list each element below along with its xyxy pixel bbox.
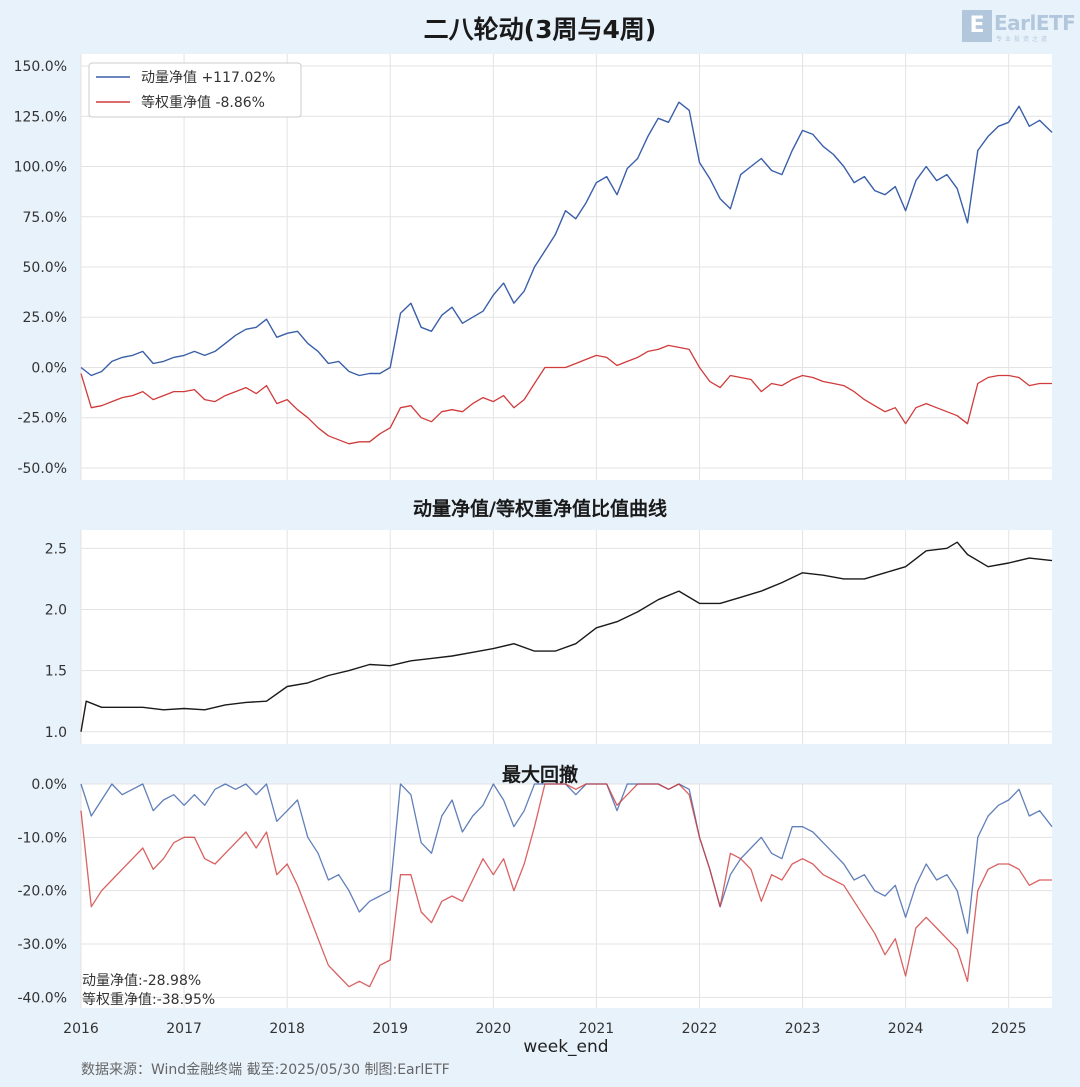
x-axis-label: week_end — [523, 1037, 609, 1057]
x-tick-label: 2017 — [166, 1021, 202, 1037]
x-tick-label: 2020 — [475, 1021, 511, 1037]
x-tick-label: 2025 — [991, 1021, 1027, 1037]
x-tick-label: 2021 — [579, 1021, 615, 1037]
logo-text: EarlETF — [994, 11, 1076, 35]
series-line-main-1 — [80, 344, 1052, 445]
earletf-logo: E EarlETF 专业投资之道 — [962, 10, 1076, 43]
y-tick-label: 100.0% — [14, 160, 67, 176]
x-tick-label: 2016 — [63, 1021, 99, 1037]
y-tick-label: -50.0% — [17, 461, 67, 477]
ratio-panel-title: 动量净值/等权重净值比值曲线 — [413, 498, 667, 520]
drawdown-note-equal: 等权重净值:-38.95% — [82, 991, 215, 1008]
chart-title: 二八轮动(3周与4周) — [423, 15, 657, 44]
plot-area-ratio — [81, 530, 1052, 744]
y-tick-label: 0.0% — [31, 777, 67, 793]
x-tick-label: 2023 — [785, 1021, 821, 1037]
y-tick-label: 1.5 — [45, 664, 67, 680]
logo-subtitle: 专业投资之道 — [996, 36, 1051, 43]
y-tick-label: 150.0% — [14, 59, 67, 75]
series-line-main-0 — [80, 101, 1053, 377]
series-line-dd-1 — [80, 783, 1052, 988]
y-tick-label: -30.0% — [17, 937, 67, 953]
y-tick-label: -20.0% — [17, 884, 67, 900]
y-tick-label: -25.0% — [17, 411, 67, 427]
drawdown-panel-title: 最大回撤 — [501, 764, 578, 786]
y-tick-label: -40.0% — [17, 990, 67, 1006]
x-tick-label: 2019 — [372, 1021, 408, 1037]
drawdown-note-momentum: 动量净值:-28.98% — [82, 973, 201, 989]
y-tick-label: 125.0% — [14, 109, 67, 125]
y-tick-label: 50.0% — [23, 260, 67, 276]
y-tick-label: 75.0% — [23, 210, 67, 226]
legend-label-momentum: 动量净值 +117.02% — [141, 70, 275, 86]
y-tick-label: 2.5 — [45, 541, 67, 557]
source-note: 数据来源：Wind金融终端 截至:2025/05/30 制图:EarlETF — [81, 1062, 450, 1078]
x-tick-label: 2024 — [888, 1021, 924, 1037]
plot-area-dd — [81, 784, 1052, 1008]
y-tick-label: 0.0% — [31, 360, 67, 376]
legend-label-equal: 等权重净值 -8.86% — [141, 94, 265, 111]
y-tick-label: 1.0 — [45, 725, 67, 741]
y-tick-label: 25.0% — [23, 310, 67, 326]
logo-mark-icon: E — [962, 10, 992, 42]
y-tick-label: -10.0% — [17, 830, 67, 846]
x-tick-label: 2018 — [269, 1021, 305, 1037]
legend-box — [88, 62, 302, 118]
series-line-ratio-0 — [80, 541, 1053, 732]
x-tick-label: 2022 — [682, 1021, 718, 1037]
y-tick-label: 2.0 — [45, 602, 67, 618]
